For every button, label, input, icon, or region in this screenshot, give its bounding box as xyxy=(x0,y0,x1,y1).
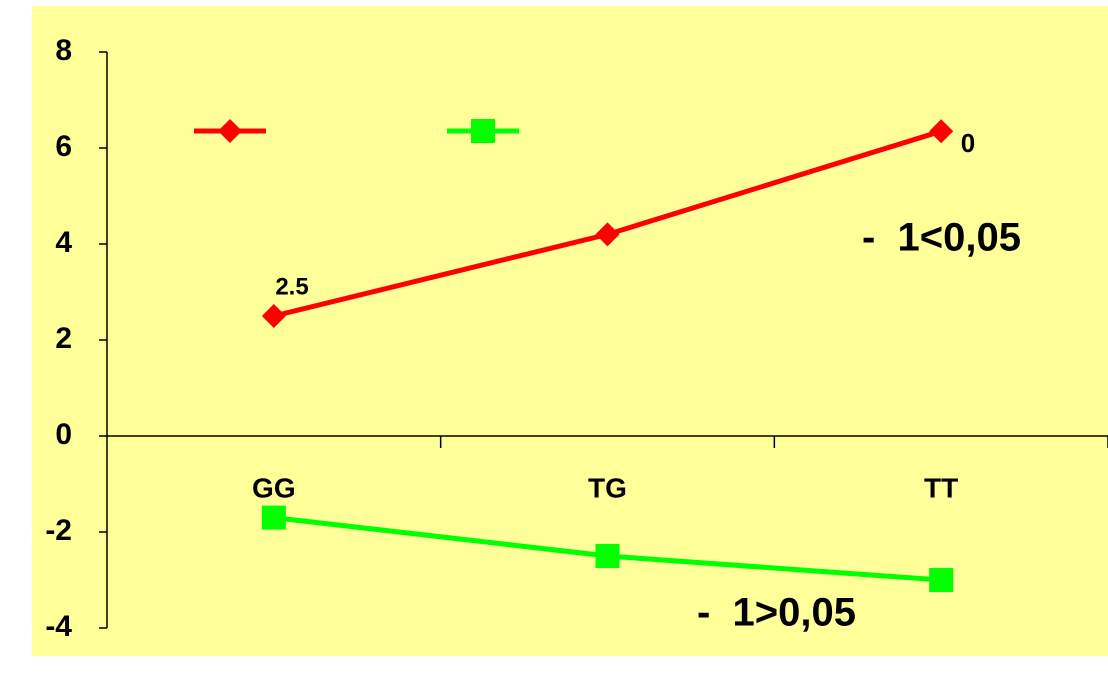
data-point xyxy=(929,119,954,144)
y-tick-label: 4 xyxy=(55,226,72,259)
data-point xyxy=(261,505,286,530)
annotation: 2.5 xyxy=(275,273,308,300)
plot-background xyxy=(32,6,1108,656)
data-point xyxy=(595,544,620,568)
legend-marker xyxy=(471,119,495,143)
data-point xyxy=(595,222,620,247)
y-tick-label: 0 xyxy=(55,418,72,451)
x-tick-label: TG xyxy=(588,472,627,503)
y-tick-label: 6 xyxy=(55,130,72,163)
legend-marker xyxy=(218,119,242,143)
data-point xyxy=(929,568,954,592)
y-tick-label: 2 xyxy=(55,322,72,355)
annotation: - 1<0,05 xyxy=(862,216,1021,260)
data-point xyxy=(261,304,286,328)
annotation: - 1>0,05 xyxy=(697,591,856,635)
y-tick-label: -4 xyxy=(45,610,72,643)
y-tick-label: 8 xyxy=(55,34,72,67)
x-tick-label: GG xyxy=(252,472,296,503)
x-tick-label: TT xyxy=(924,472,958,503)
y-tick-label: -2 xyxy=(45,514,72,547)
annotation: 0 xyxy=(961,128,975,158)
